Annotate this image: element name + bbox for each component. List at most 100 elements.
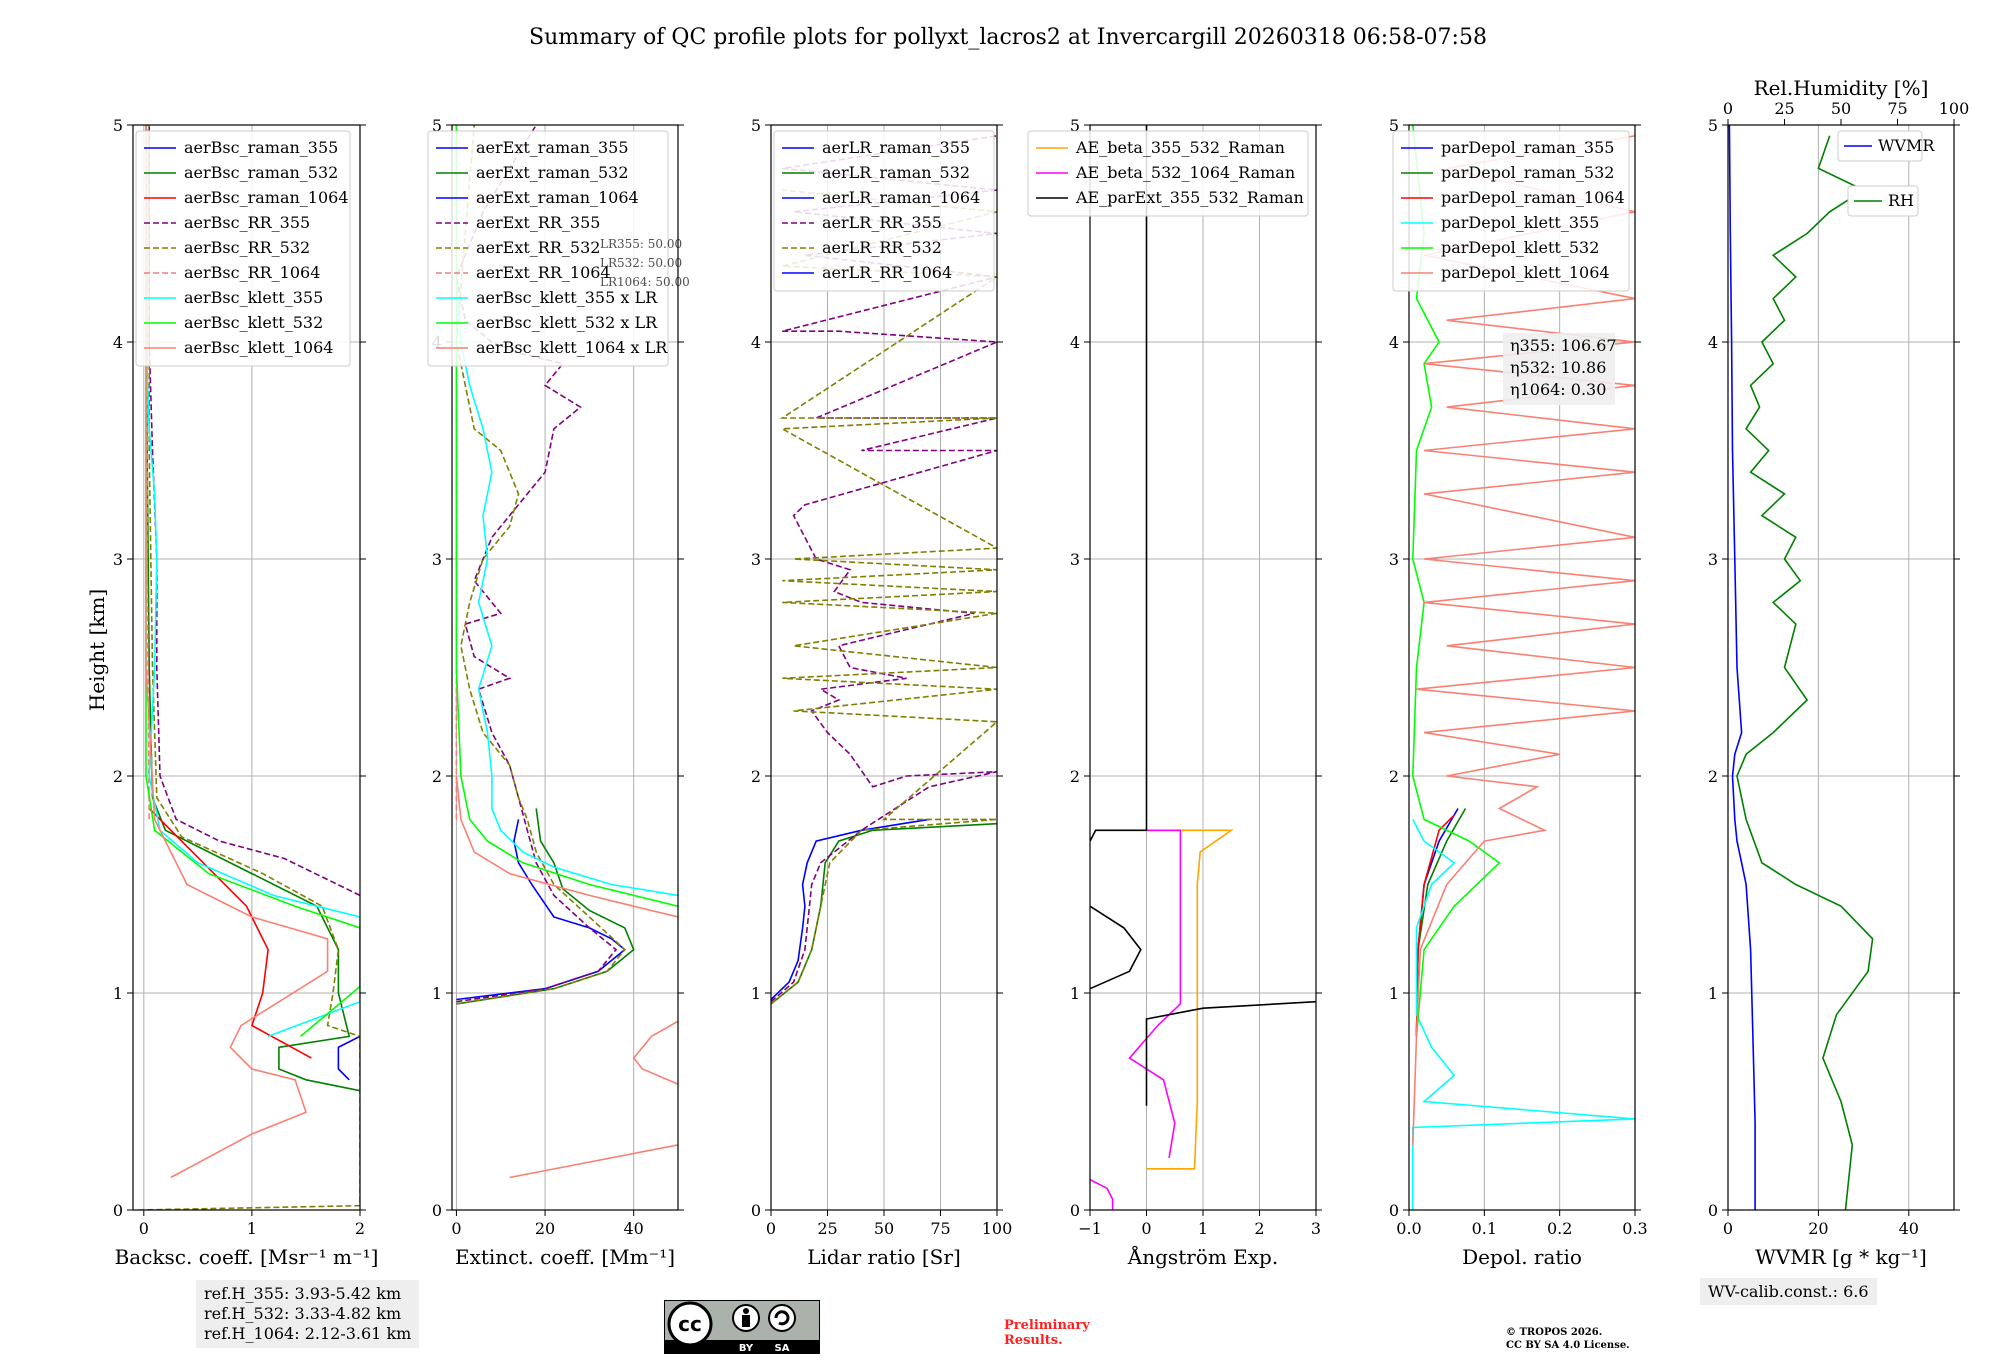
x-tick-label: 1 [1198,1219,1208,1238]
series-line-wvmr [1728,125,1756,1210]
legend-label: AE_beta_532_1064_Raman [1075,163,1295,182]
legend-box [1027,130,1309,217]
y-tick-label: 3 [1708,550,1718,569]
legend-box [135,130,351,367]
x-tick-label: 100 [982,1219,1013,1238]
y-tick-label: 4 [1708,333,1718,352]
legend-label: aerExt_raman_355 [476,138,629,157]
y-tick-label: 2 [432,767,442,786]
series-line-pardepol-klett-1064 [1412,135,1635,1145]
y-tick-label: 1 [751,984,761,1003]
lr-label: LR355: 50.00 [600,237,682,251]
legend-box [1847,185,1919,217]
series-line-aerext-raman-355 [456,819,627,1001]
x-axis-label: Backsc. coeff. [Msr⁻¹ m⁻¹] [115,1245,379,1269]
legend-label: parDepol_raman_355 [1441,138,1614,157]
preliminary-results-note: Preliminary Results. [1004,1318,1090,1348]
plot-frame [451,124,679,1211]
y-tick-label: 2 [1070,767,1080,786]
y-tick-label: 4 [1070,333,1080,352]
series-line-aerbsc-raman-532 [145,125,360,1092]
x-tick-label: 3 [1311,1219,1321,1238]
y-tick-label: 1 [1070,984,1080,1003]
y-tick-label: 3 [1389,550,1399,569]
x-tick-label: 0.1 [1472,1219,1497,1238]
series-line-aerbsc-klett-355 [145,125,360,1038]
x-tick-label: −1 [1078,1219,1102,1238]
y-tick-label: 5 [113,116,123,135]
x-axis-label: Extinct. coeff. [Mm⁻¹] [455,1245,675,1269]
legend-label: aerLR_raman_1064 [822,188,980,207]
ref-height-1064: ref.H_1064: 2.12-3.61 km [204,1324,412,1343]
y-tick-label: 0 [1389,1201,1399,1220]
ref-height-355: ref.H_355: 3.93-5.42 km [204,1284,402,1303]
plot-frame [1727,124,1955,1211]
eta-label: η532: 10.86 [1510,358,1606,377]
legend-label: aerBsc_RR_532 [184,238,310,257]
y-tick-label: 5 [751,116,761,135]
y-tick-label: 4 [751,333,761,352]
x-tick-label: 0 [766,1219,776,1238]
legend-label: RH [1888,191,1914,210]
x-tick-label: 40 [1899,1219,1919,1238]
plot-frame [770,124,998,1211]
y-tick-label: 1 [1708,984,1718,1003]
series-line-ae-beta-532-1064-raman-b [1128,829,1182,1159]
svg-text:SA: SA [775,1343,790,1354]
legend-label: aerLR_RR_532 [822,238,942,257]
series-line-pardepol-raman-1064 [1415,814,1455,1037]
legend-label: parDepol_klett_355 [1441,213,1599,232]
series-line-ae-parext-355-532-raman [1145,1000,1316,1106]
svg-text:cc: cc [678,1312,702,1336]
panel-bsc: 0 1 2 0 1 2 3 4 5 Backsc. coeff. [Msr⁻¹ m⁻¹] aerBs… [113,116,379,1269]
x-tick-label: 2 [355,1219,365,1238]
series-line-aerbsc-klett-1064-x-lr-b [632,1020,678,1085]
legend-label: WVMR [1878,136,1935,155]
x-tick-label: 0.0 [1396,1219,1421,1238]
series-group [1090,125,1316,1210]
x-axis-label: Lidar ratio [Sr] [807,1245,961,1269]
y-tick-label: 5 [1389,116,1399,135]
series-line-pardepol-klett-355 [1412,819,1635,1210]
legend: aerLR_raman_355 aerLR_raman_532 aerLR_rama… [773,130,995,292]
y-tick-label: 3 [113,550,123,569]
legend-label: aerBsc_raman_355 [184,138,338,157]
top-x-tick-label: 25 [1774,99,1794,118]
x-tick-label: 40 [624,1219,644,1238]
top-x-tick-label: 100 [1939,99,1970,118]
series-group [771,135,997,1005]
series-line-aerbsc-klett-355-x-lr [455,125,678,897]
legend-label: parDepol_raman_1064 [1441,188,1625,207]
legend-label: parDepol_raman_532 [1441,163,1614,182]
y-tick-label: 1 [432,984,442,1003]
y-axis-label: Height [km] [85,589,109,711]
lr-label: LR1064: 50.00 [600,275,690,289]
y-tick-label: 1 [113,984,123,1003]
legend-label: aerExt_RR_1064 [476,263,611,282]
y-tick-label: 0 [432,1201,442,1220]
y-tick-label: 0 [1708,1201,1718,1220]
x-tick-label: 0.3 [1622,1219,1647,1238]
plot-frame [1089,124,1317,1211]
y-tick-label: 3 [1070,550,1080,569]
x-tick-label: 75 [930,1219,950,1238]
legend-label: AE_parExt_355_532_Raman [1075,188,1304,207]
y-tick-label: 2 [1708,767,1718,786]
legend-label: aerBsc_klett_532 x LR [476,313,658,332]
cc-by-sa-logo: cc BY SA [663,1299,821,1355]
reference-height-box: ref.H_355: 3.93-5.42 km ref.H_532: 3.33-… [196,1280,420,1348]
legend-label: aerLR_RR_1064 [822,263,952,282]
series-line-aerbsc-klett-532 [145,125,360,1038]
series-line-aerbsc-klett-1064-x-lr [509,1144,678,1179]
series-line-rh [1736,135,1874,1210]
y-tick-label: 2 [113,767,123,786]
x-tick-label: 0 [451,1219,461,1238]
eta-label: η1064: 0.30 [1510,380,1606,399]
legend: AE_beta_355_532_Raman AE_beta_532_1064_Ra… [1027,130,1309,217]
legend-box [773,130,995,292]
series-line-aerlr-rr-355 [771,135,997,1003]
legend: aerExt_raman_355 aerExt_raman_532 aerExt_r… [427,130,669,367]
top-x-axis-label: Rel.Humidity [%] [1754,76,1929,100]
